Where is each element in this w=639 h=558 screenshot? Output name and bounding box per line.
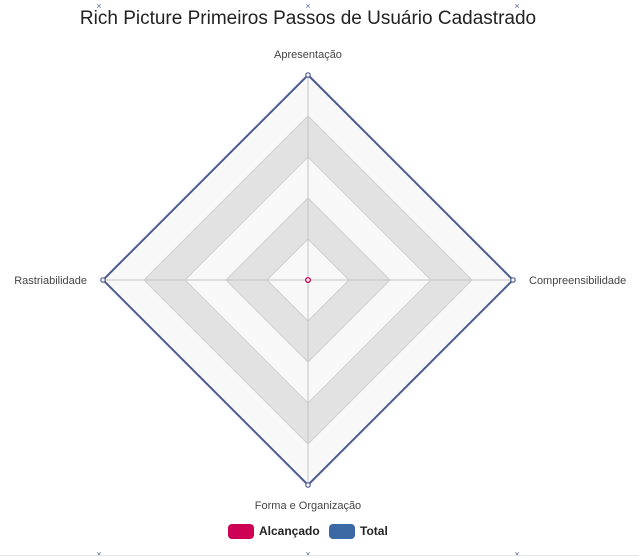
legend-label-total: Total bbox=[360, 524, 388, 538]
axis-label: Apresentação bbox=[274, 49, 342, 61]
radar-spokes bbox=[103, 75, 513, 485]
corner-mark: × bbox=[514, 549, 519, 558]
legend-label-alcancado: Alcançado bbox=[259, 524, 320, 538]
chart-title: Rich Picture Primeiros Passos de Usuário… bbox=[80, 8, 536, 29]
axis-labels: Apresentação Compreensibilidade Forma e Or… bbox=[14, 49, 626, 512]
corner-mark: × bbox=[96, 549, 101, 558]
corner-mark: × bbox=[305, 549, 310, 558]
legend-item-alcancado[interactable]: Alcançado bbox=[228, 524, 320, 539]
legend[interactable]: Alcançado Total bbox=[228, 524, 388, 539]
bottom-divider bbox=[0, 555, 639, 556]
data-point[interactable] bbox=[305, 482, 311, 488]
corner-mark: × bbox=[305, 1, 310, 11]
corner-mark: × bbox=[514, 1, 519, 11]
data-point[interactable] bbox=[100, 277, 106, 283]
data-point[interactable] bbox=[510, 277, 516, 283]
corner-marks: × × × × × × bbox=[96, 1, 519, 558]
legend-swatch-alcancado bbox=[228, 524, 254, 539]
data-point[interactable] bbox=[305, 72, 311, 78]
corner-mark: × bbox=[96, 1, 101, 11]
data-point[interactable] bbox=[305, 277, 311, 283]
axis-label: Compreensibilidade bbox=[529, 275, 626, 287]
axis-label: Rastriabilidade bbox=[14, 275, 87, 287]
legend-item-total[interactable]: Total bbox=[329, 524, 388, 539]
legend-swatch-total bbox=[329, 524, 355, 539]
radar-series bbox=[100, 72, 516, 488]
axis-label: Forma e Organização bbox=[255, 500, 361, 512]
